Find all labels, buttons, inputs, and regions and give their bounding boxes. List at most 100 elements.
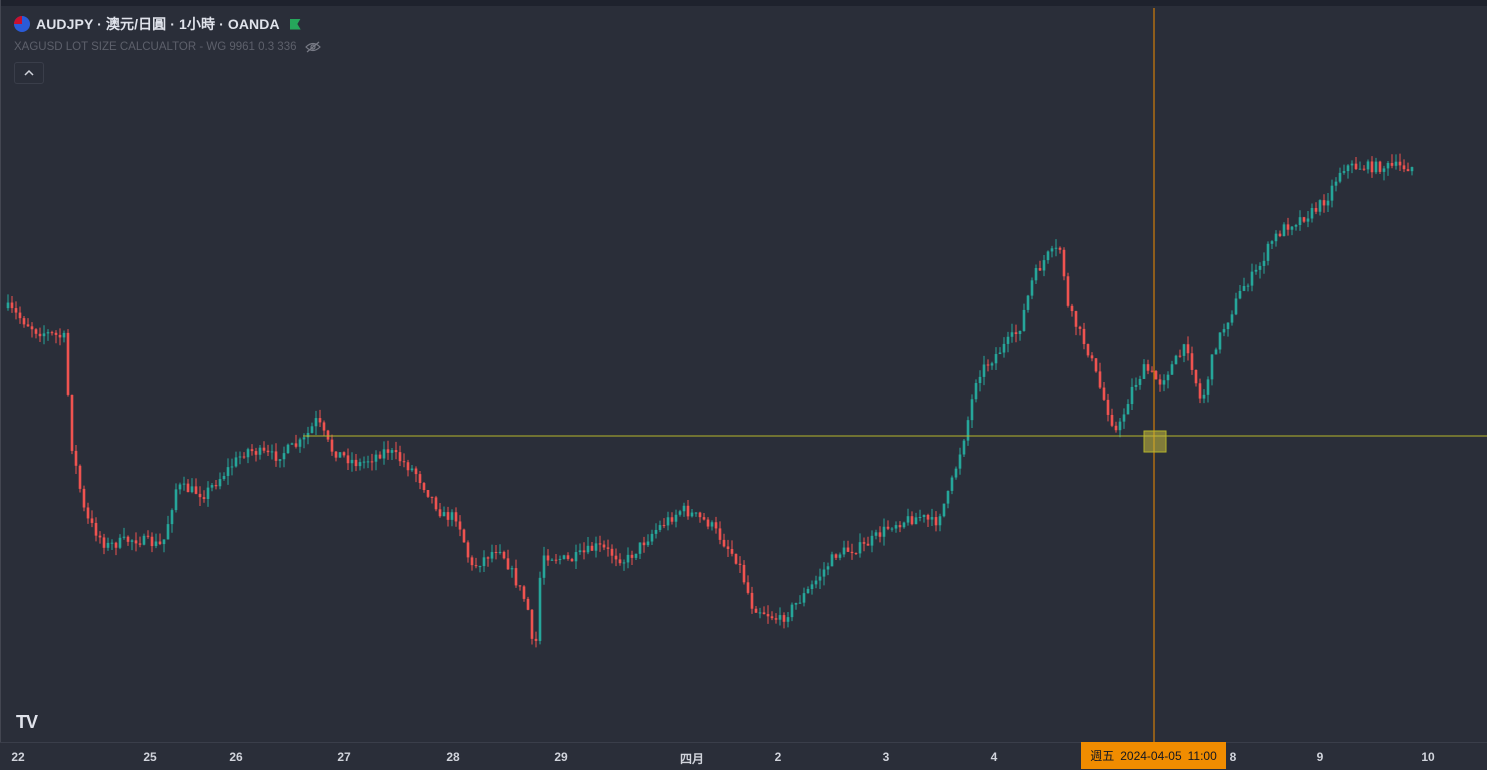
candle-body — [1242, 286, 1246, 291]
eye-hidden-icon[interactable] — [304, 41, 321, 53]
candle-body — [946, 490, 950, 504]
candle-body — [70, 394, 74, 451]
candle-body — [1374, 161, 1378, 173]
candle-body — [746, 582, 750, 593]
candle-body — [370, 461, 374, 463]
candle-body — [210, 485, 214, 488]
candle-body — [1322, 200, 1326, 206]
candle-body — [86, 507, 90, 519]
candle-body — [254, 451, 258, 455]
candle-body — [958, 454, 962, 469]
candle-body — [566, 555, 570, 559]
candle-body — [162, 539, 166, 545]
candle-body — [166, 524, 170, 540]
candle-body — [1222, 329, 1226, 333]
candle-body — [1154, 370, 1158, 380]
candle-body — [114, 542, 118, 548]
candle-body — [406, 462, 410, 471]
candle-body — [814, 580, 818, 585]
candle-body — [634, 553, 638, 558]
candle-body — [1270, 241, 1274, 244]
candle-body — [846, 547, 850, 552]
candle-body — [714, 522, 718, 529]
candle-body — [242, 456, 246, 458]
time-axis[interactable]: 22 25 26 27 28 29 四月 2 3 4 8 9 10 — [0, 742, 1487, 770]
candle-body — [1006, 336, 1010, 344]
indicator-legend[interactable]: XAGUSD LOT SIZE CALCUALTOR - WG 9961 0.3… — [14, 41, 321, 53]
candle-body — [770, 616, 774, 619]
candle-body — [1030, 280, 1034, 296]
candle-body — [1370, 161, 1374, 173]
candle-body — [1062, 249, 1066, 277]
time-tick: 29 — [554, 750, 568, 764]
candlestick-chart[interactable] — [0, 0, 1487, 742]
candle-body — [270, 451, 274, 453]
candle-body — [74, 450, 78, 466]
candle-body — [382, 449, 386, 459]
candle-body — [970, 399, 974, 421]
candle-body — [978, 376, 982, 384]
candle-body — [954, 468, 958, 478]
candle-body — [30, 326, 34, 330]
candle-body — [182, 483, 186, 485]
candle-body — [1246, 285, 1250, 287]
candle-body — [1214, 349, 1218, 355]
candle-body — [10, 302, 14, 309]
candle-body — [550, 559, 554, 561]
candle-body — [1278, 233, 1282, 237]
candle-body — [974, 383, 978, 400]
time-tick: 10 — [1421, 750, 1435, 764]
candle-body — [238, 456, 242, 458]
candle-body — [1170, 364, 1174, 375]
candle-body — [1106, 399, 1110, 415]
collapse-legend-button[interactable] — [14, 62, 44, 84]
cursor-time: 11:00 — [1187, 748, 1217, 763]
candle-body — [574, 552, 578, 562]
candle-body — [742, 564, 746, 583]
candle-body — [1018, 330, 1022, 335]
candle-body — [54, 332, 58, 335]
time-tick: 8 — [1229, 750, 1237, 764]
tradingview-logo[interactable]: TV — [16, 712, 38, 732]
candle-body — [798, 602, 802, 604]
candle-body — [910, 516, 914, 525]
candle-body — [62, 332, 66, 338]
candle-body — [334, 451, 338, 458]
candle-body — [146, 535, 150, 537]
candle-body — [390, 450, 394, 453]
chart-legend[interactable]: AUDJPY · 澳元/日圓 · 1小時 · OANDA — [14, 14, 301, 34]
candle-body — [1150, 370, 1154, 372]
symbol-title[interactable]: AUDJPY · 澳元/日圓 · 1小時 · OANDA — [36, 16, 280, 32]
candle-body — [378, 454, 382, 459]
candle-body — [1078, 326, 1082, 329]
line-anchor-handle[interactable] — [1143, 430, 1167, 453]
candle-body — [1298, 217, 1302, 225]
candle-body — [818, 576, 822, 581]
candle-body — [318, 418, 322, 423]
candle-body — [654, 529, 658, 534]
candle-body — [1294, 224, 1298, 227]
candle-body — [478, 566, 482, 568]
candle-body — [178, 484, 182, 490]
candle-body — [1174, 355, 1178, 365]
candle-body — [766, 614, 770, 617]
candle-body — [278, 459, 282, 461]
candle-body — [426, 490, 430, 497]
candle-body — [414, 468, 418, 475]
candle-body — [702, 517, 706, 520]
candle-body — [1202, 394, 1206, 399]
candle-body — [58, 334, 62, 338]
candle-body — [1402, 165, 1406, 170]
candle-body — [918, 517, 922, 519]
candle-body — [1134, 384, 1138, 387]
cursor-date: 2024-04-05 — [1120, 748, 1182, 763]
candle-body — [610, 548, 614, 556]
candle-body — [1330, 185, 1334, 201]
candle-body — [578, 550, 582, 553]
crosshair-time-label: 週五 2024-04-05 11:00 — [1081, 742, 1226, 769]
candle-body — [150, 536, 154, 547]
candle-body — [850, 551, 854, 554]
candle-body — [1034, 268, 1038, 281]
candle-body — [906, 516, 910, 523]
candle-body — [1310, 208, 1314, 219]
